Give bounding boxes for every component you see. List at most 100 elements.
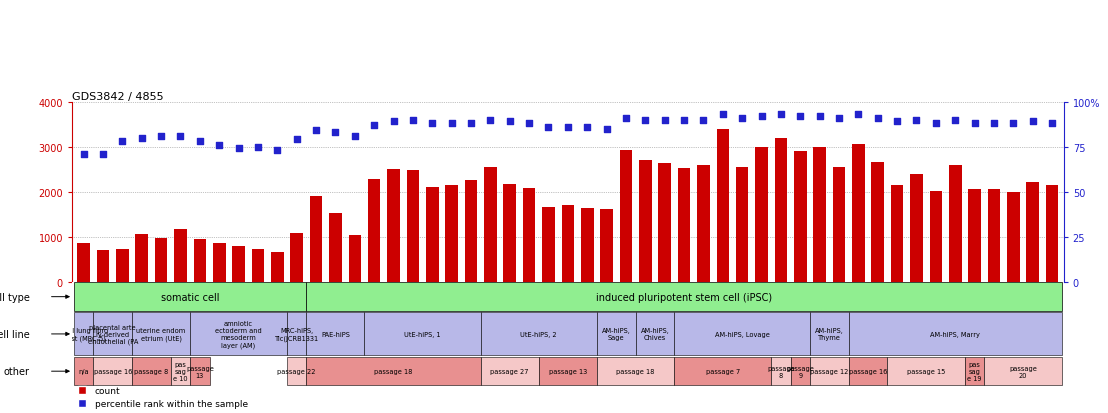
Bar xyxy=(445,185,458,282)
Text: passage 8: passage 8 xyxy=(134,368,168,374)
Text: AM-hiPS,
Chives: AM-hiPS, Chives xyxy=(640,328,669,341)
Bar xyxy=(116,249,129,282)
Text: AM-hiPS,
Sage: AM-hiPS, Sage xyxy=(602,328,630,341)
Text: passage 18: passage 18 xyxy=(616,368,655,374)
Point xyxy=(656,117,674,124)
Point xyxy=(404,117,422,124)
Bar xyxy=(833,168,845,282)
Bar xyxy=(155,239,167,282)
Bar xyxy=(581,209,594,282)
Bar xyxy=(948,165,962,282)
Text: AM-hiPS, Marry: AM-hiPS, Marry xyxy=(931,331,981,337)
Bar xyxy=(888,357,965,386)
Bar xyxy=(597,313,636,356)
Point xyxy=(521,121,538,127)
Text: pas
sag
e 19: pas sag e 19 xyxy=(967,361,982,381)
Text: passage 18: passage 18 xyxy=(375,368,412,374)
Bar xyxy=(287,313,307,356)
Point xyxy=(811,114,829,120)
Bar xyxy=(271,252,284,282)
Bar xyxy=(523,189,535,282)
Text: passage 15: passage 15 xyxy=(907,368,945,374)
Point xyxy=(229,146,247,152)
Text: cell type: cell type xyxy=(0,292,30,302)
Bar xyxy=(252,249,264,282)
Text: passage 27: passage 27 xyxy=(491,368,529,374)
Bar xyxy=(736,167,749,282)
Bar xyxy=(132,313,191,356)
Point xyxy=(540,124,557,131)
Text: PAE-hiPS: PAE-hiPS xyxy=(321,331,350,337)
Text: passage 16: passage 16 xyxy=(93,368,132,374)
Point xyxy=(946,117,964,124)
Text: passage 7: passage 7 xyxy=(706,368,740,374)
Bar xyxy=(74,357,93,386)
Bar xyxy=(619,150,633,282)
Bar xyxy=(697,165,710,282)
Point xyxy=(675,117,692,124)
Bar xyxy=(542,207,555,282)
Point xyxy=(1044,121,1061,127)
Text: MRC-hiPS,
Tic(JCRB1331: MRC-hiPS, Tic(JCRB1331 xyxy=(275,328,319,341)
Text: fetal lung fibro
blast (MRC-5): fetal lung fibro blast (MRC-5) xyxy=(59,328,109,341)
Bar xyxy=(756,147,768,282)
Text: passage 12: passage 12 xyxy=(810,368,849,374)
Text: amniotic
ectoderm and
mesoderm
layer (AM): amniotic ectoderm and mesoderm layer (AM… xyxy=(215,320,261,348)
Bar xyxy=(194,240,206,282)
Bar xyxy=(407,171,419,282)
Point xyxy=(985,121,1003,127)
Text: uterine endom
etrium (UtE): uterine endom etrium (UtE) xyxy=(136,328,186,341)
Point xyxy=(501,119,519,126)
Text: induced pluripotent stem cell (iPSC): induced pluripotent stem cell (iPSC) xyxy=(596,292,772,302)
Point xyxy=(597,126,615,133)
Bar xyxy=(597,357,675,386)
Bar xyxy=(213,243,226,282)
Text: passage
9: passage 9 xyxy=(787,365,814,378)
Bar xyxy=(503,184,516,282)
Bar xyxy=(984,357,1061,386)
Text: pas
sag
e 10: pas sag e 10 xyxy=(173,361,187,381)
Bar xyxy=(132,357,171,386)
Point xyxy=(889,119,906,126)
Bar xyxy=(481,357,538,386)
Point xyxy=(268,147,286,154)
Bar xyxy=(365,313,481,356)
Bar xyxy=(987,190,1001,282)
Bar xyxy=(639,161,652,282)
Text: n/a: n/a xyxy=(79,368,89,374)
Bar xyxy=(538,357,597,386)
Text: UtE-hiPS, 1: UtE-hiPS, 1 xyxy=(404,331,441,337)
Bar xyxy=(484,168,496,282)
Bar xyxy=(349,235,361,282)
Point xyxy=(191,139,208,145)
Point xyxy=(74,151,92,158)
Bar xyxy=(791,357,810,386)
Point xyxy=(94,151,112,158)
Bar xyxy=(910,174,923,282)
Bar xyxy=(968,190,981,282)
Point xyxy=(113,139,131,145)
Point xyxy=(830,115,848,122)
Bar xyxy=(425,188,439,282)
Point xyxy=(152,133,170,140)
Text: other: other xyxy=(3,366,30,376)
Bar xyxy=(774,138,787,282)
Text: passage
13: passage 13 xyxy=(186,365,214,378)
Point xyxy=(927,121,945,127)
Point xyxy=(133,135,151,142)
Bar xyxy=(965,357,984,386)
Point xyxy=(636,117,654,124)
Point xyxy=(966,121,984,127)
Point xyxy=(462,121,480,127)
Bar xyxy=(74,313,93,356)
Legend: count, percentile rank within the sample: count, percentile rank within the sample xyxy=(76,386,248,408)
Bar xyxy=(74,282,307,311)
Point xyxy=(695,117,712,124)
Bar xyxy=(93,357,132,386)
Bar xyxy=(191,357,209,386)
Point xyxy=(1005,121,1023,127)
Bar xyxy=(78,244,90,282)
Text: AM-hiPS,
Thyme: AM-hiPS, Thyme xyxy=(815,328,843,341)
Text: GDS3842 / 4855: GDS3842 / 4855 xyxy=(72,92,164,102)
Point xyxy=(423,121,441,127)
